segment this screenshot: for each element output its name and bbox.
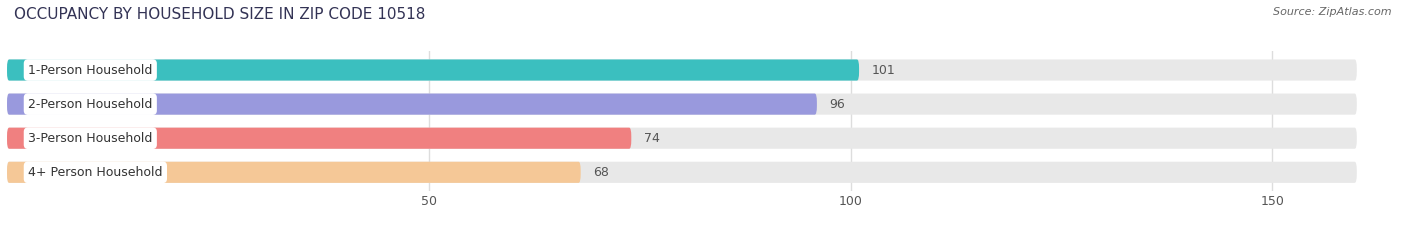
FancyBboxPatch shape xyxy=(7,128,631,149)
Text: OCCUPANCY BY HOUSEHOLD SIZE IN ZIP CODE 10518: OCCUPANCY BY HOUSEHOLD SIZE IN ZIP CODE … xyxy=(14,7,426,22)
Text: 2-Person Household: 2-Person Household xyxy=(28,98,152,111)
Text: 4+ Person Household: 4+ Person Household xyxy=(28,166,163,179)
FancyBboxPatch shape xyxy=(7,59,859,81)
Text: Source: ZipAtlas.com: Source: ZipAtlas.com xyxy=(1274,7,1392,17)
FancyBboxPatch shape xyxy=(7,162,581,183)
FancyBboxPatch shape xyxy=(7,162,1357,183)
Text: 68: 68 xyxy=(593,166,609,179)
Text: 101: 101 xyxy=(872,64,896,76)
Text: 96: 96 xyxy=(830,98,845,111)
FancyBboxPatch shape xyxy=(7,93,817,115)
FancyBboxPatch shape xyxy=(7,59,1357,81)
Text: 1-Person Household: 1-Person Household xyxy=(28,64,152,76)
Text: 3-Person Household: 3-Person Household xyxy=(28,132,152,145)
FancyBboxPatch shape xyxy=(7,128,1357,149)
Text: 74: 74 xyxy=(644,132,659,145)
FancyBboxPatch shape xyxy=(7,93,1357,115)
